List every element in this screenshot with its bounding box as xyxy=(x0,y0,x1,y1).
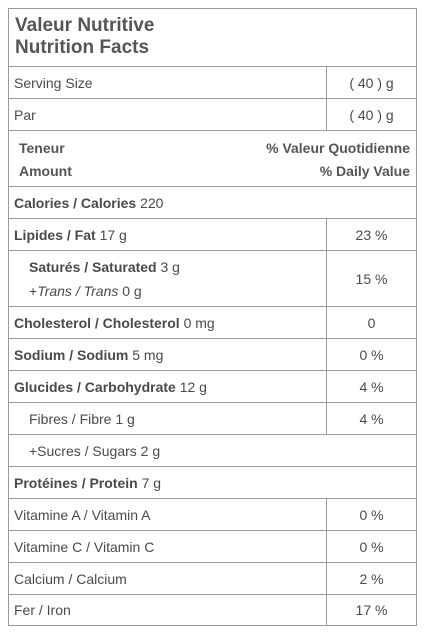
iron-label: Fer / Iron xyxy=(14,602,71,618)
iron-row: Fer / Iron 17 % xyxy=(9,595,416,625)
protein-label: Protéines / Protein 7 g xyxy=(9,467,416,498)
cholesterol-label: Cholesterol / Cholesterol 0 mg xyxy=(9,307,326,338)
vitamin-c-row: Vitamine C / Vitamin C 0 % xyxy=(9,531,416,563)
cholesterol-dv: 0 xyxy=(326,307,416,338)
saturated-trans-label: Saturés / Saturated 3 g +Trans / Trans 0… xyxy=(9,251,326,306)
fat-row: Lipides / Fat 17 g 23 % xyxy=(9,219,416,251)
sugars-label: +Sucres / Sugars 2 g xyxy=(29,442,161,459)
saturated-line: Saturés / Saturated 3 g xyxy=(29,259,180,275)
serving-size-value: ( 40 ) g xyxy=(326,67,416,98)
vitamin-a-row: Vitamine A / Vitamin A 0 % xyxy=(9,499,416,531)
vitamin-a-label: Vitamine A / Vitamin A xyxy=(14,506,151,523)
fibre-row: Fibres / Fibre 1 g 4 % xyxy=(9,403,416,435)
trans-amount: 0 g xyxy=(122,282,142,299)
sugars-row: +Sucres / Sugars 2 g xyxy=(9,435,416,467)
fibre-label: Fibres / Fibre 1 g xyxy=(29,410,135,427)
calories-row: Calories / Calories 220 xyxy=(9,187,416,219)
carbohydrate-row: Glucides / Carbohydrate 12 g 4 % xyxy=(9,371,416,403)
trans-prefix: + xyxy=(29,282,38,299)
header-valeur-quotidienne: % Valeur Quotidienne xyxy=(266,140,410,156)
par-value: ( 40 ) g xyxy=(326,99,416,130)
saturated-name: Saturés / Saturated xyxy=(29,258,157,275)
title-english: Nutrition Facts xyxy=(15,37,150,58)
calories-label: Calories / Calories 220 xyxy=(9,187,416,218)
vitamin-c-dv: 0 % xyxy=(326,531,416,562)
header-amount: Amount xyxy=(19,163,72,179)
fat-name: Lipides / Fat xyxy=(14,226,96,243)
calories-name: Calories / Calories xyxy=(14,194,137,211)
fat-amount: 17 g xyxy=(99,226,127,243)
fibre-dv: 4 % xyxy=(326,403,416,434)
column-header-row: Teneur Amount % Valeur Quotidienne % Dai… xyxy=(9,131,416,187)
sodium-label: Sodium / Sodium 5 mg xyxy=(9,339,326,370)
fat-label: Lipides / Fat 17 g xyxy=(9,219,326,250)
serving-size-row: Serving Size ( 40 ) g xyxy=(9,67,416,99)
par-row: Par ( 40 ) g xyxy=(9,99,416,131)
cholesterol-name: Cholesterol / Cholesterol xyxy=(14,314,180,331)
calcium-row: Calcium / Calcium 2 % xyxy=(9,563,416,595)
saturated-amount: 3 g xyxy=(160,258,180,275)
sodium-row: Sodium / Sodium 5 mg 0 % xyxy=(9,339,416,371)
protein-amount: 7 g xyxy=(141,474,162,491)
trans-name: Trans / Trans xyxy=(37,282,119,299)
sodium-name: Sodium / Sodium xyxy=(14,346,129,363)
saturated-trans-row: Saturés / Saturated 3 g +Trans / Trans 0… xyxy=(9,251,416,307)
iron-dv: 17 % xyxy=(326,595,416,625)
carbohydrate-label: Glucides / Carbohydrate 12 g xyxy=(9,371,326,402)
title-french: Valeur Nutritive xyxy=(15,15,155,36)
sodium-dv: 0 % xyxy=(326,339,416,370)
saturated-trans-dv: 15 % xyxy=(326,251,416,306)
calcium-label: Calcium / Calcium xyxy=(14,570,127,587)
calories-amount: 220 xyxy=(140,194,164,211)
carbohydrate-name: Glucides / Carbohydrate xyxy=(14,378,176,395)
header-teneur: Teneur xyxy=(19,140,65,156)
carbohydrate-amount: 12 g xyxy=(179,378,207,395)
vitamin-c-label: Vitamine C / Vitamin C xyxy=(14,538,155,555)
par-label: Par xyxy=(14,106,36,123)
protein-name: Protéines / Protein xyxy=(14,474,138,491)
fat-dv: 23 % xyxy=(326,219,416,250)
carbohydrate-dv: 4 % xyxy=(326,371,416,402)
serving-size-label: Serving Size xyxy=(14,74,93,91)
cholesterol-row: Cholesterol / Cholesterol 0 mg 0 xyxy=(9,307,416,339)
sodium-amount: 5 mg xyxy=(132,346,164,363)
header-daily-value: % Daily Value xyxy=(319,163,410,179)
calcium-dv: 2 % xyxy=(326,563,416,594)
protein-row: Protéines / Protein 7 g xyxy=(9,467,416,499)
cholesterol-amount: 0 mg xyxy=(183,314,215,331)
panel-title: Valeur Nutritive Nutrition Facts xyxy=(9,9,416,67)
trans-line: +Trans / Trans 0 g xyxy=(29,283,142,299)
vitamin-a-dv: 0 % xyxy=(326,499,416,530)
nutrition-facts-panel: Valeur Nutritive Nutrition Facts Serving… xyxy=(8,8,417,626)
